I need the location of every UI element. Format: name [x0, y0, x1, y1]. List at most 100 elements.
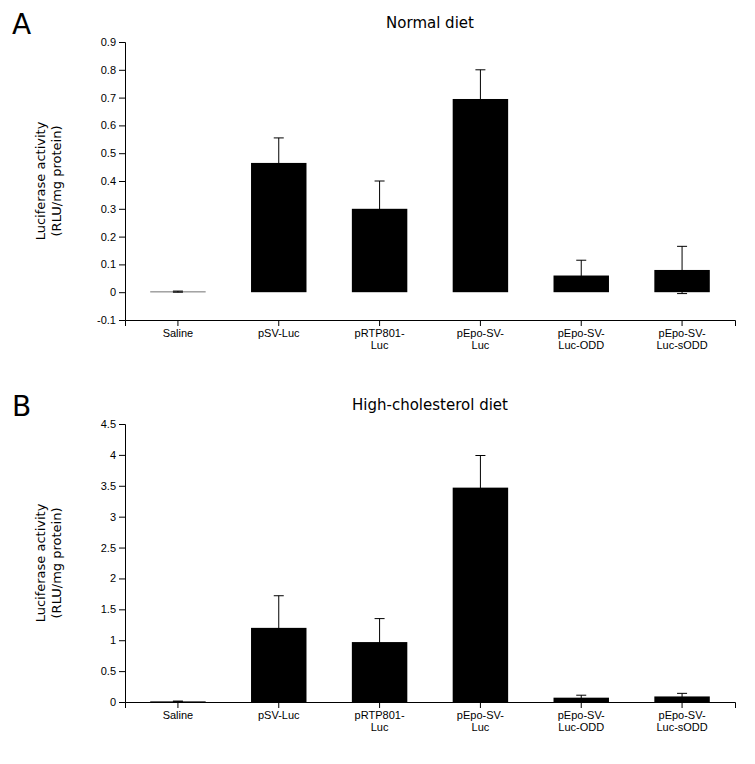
error-bar	[576, 260, 586, 291]
y-tick: 0.9	[101, 36, 125, 48]
error-bar-stem	[379, 181, 380, 237]
x-tick-label: pEpo-SV-Luc	[457, 709, 504, 734]
panel: 00.511.522.533.544.5SalinepSV-LucpRTP801…	[12, 390, 736, 733]
x-tick-label-line: Luc-sODD	[656, 721, 707, 733]
y-tick-mark	[119, 702, 125, 703]
error-bar-cap	[274, 595, 284, 596]
x-tick-mark	[581, 320, 582, 326]
x-axis: SalinepSV-LucpRTP801-LucpEpo-SV-LucpEpo-…	[126, 320, 736, 351]
error-bar-cap	[576, 700, 586, 701]
y-tick: 4	[110, 449, 125, 461]
y-tick-mark	[119, 98, 125, 99]
x-tick: pSV-Luc	[258, 320, 300, 339]
y-tick-label: 0.9	[101, 36, 116, 48]
error-bar	[576, 695, 586, 700]
y-tick-mark	[119, 455, 125, 456]
y-tick: 3	[110, 511, 125, 523]
y-tick-label: 0	[110, 286, 116, 298]
x-tick-mark	[278, 702, 279, 708]
y-tick: 0.6	[101, 119, 125, 131]
y-tick-label: 2	[110, 572, 116, 584]
x-tick-label-line: Luc-sODD	[656, 339, 707, 351]
figure: -0.100.10.20.30.40.50.60.70.80.9SalinepS…	[0, 0, 755, 764]
x-tick-label: pRTP801-Luc	[355, 709, 405, 734]
y-tick-mark	[119, 517, 125, 518]
y-axis-title-line: Luciferase activity	[33, 121, 48, 240]
y-tick: 0.4	[101, 175, 125, 187]
x-tick-label: pEpo-SV-Luc	[457, 327, 504, 352]
y-tick-mark	[119, 609, 125, 610]
y-axis: -0.100.10.20.30.40.50.60.70.80.9	[97, 36, 125, 326]
y-tick-label: 0.1	[101, 258, 116, 270]
y-tick-mark	[119, 153, 125, 154]
panel-label: B	[12, 390, 31, 423]
x-tick-mark	[682, 320, 683, 326]
y-axis-line	[119, 425, 126, 703]
x-tick-label-line: pRTP801-	[355, 327, 405, 339]
plot-area	[150, 456, 710, 702]
y-tick-label: 4	[110, 449, 116, 461]
y-tick-label: 2.5	[101, 542, 116, 554]
chart-title: High-cholesterol diet	[352, 396, 508, 414]
error-bar-cap	[475, 519, 485, 520]
error-bar-cap	[677, 293, 687, 294]
x-tick-mark	[278, 320, 279, 326]
y-tick-label: -0.1	[97, 314, 116, 326]
y-tick-label: 3	[110, 511, 116, 523]
y-tick-label: 0.4	[101, 175, 116, 187]
y-tick: 0	[110, 696, 125, 708]
error-bar	[274, 596, 284, 660]
x-tick-label-line: pSV-Luc	[258, 327, 300, 339]
x-tick-label-line: Saline	[163, 709, 194, 721]
error-bar-cap	[475, 128, 485, 129]
y-tick: 0.1	[101, 258, 125, 270]
y-axis-title-line: Luciferase activity	[33, 503, 48, 622]
x-tick-label-line: pEpo-SV-	[558, 709, 605, 721]
x-tick-mark	[177, 320, 178, 326]
y-tick: -0.1	[97, 314, 125, 326]
x-axis-line	[126, 321, 736, 327]
y-tick: 0.7	[101, 92, 125, 104]
x-tick-mark	[480, 702, 481, 708]
y-axis-title: Luciferase activity(RLU/mg protein)	[33, 503, 64, 622]
y-tick-mark	[119, 42, 125, 43]
error-bar-stem	[581, 260, 582, 291]
y-tick-mark	[119, 292, 125, 293]
x-tick: pRTP801-Luc	[355, 320, 405, 351]
error-bar-cap	[274, 659, 284, 660]
x-tick-mark	[682, 702, 683, 708]
x-tick: pEpo-SV-Luc-ODD	[558, 320, 605, 351]
x-tick: pEpo-SV-Luc	[457, 702, 504, 733]
x-tick-label-line: Luc	[472, 721, 490, 733]
x-tick-label: pSV-Luc	[258, 709, 300, 721]
error-bar-cap	[375, 665, 385, 666]
error-bar-cap	[173, 292, 183, 293]
x-tick-label: pEpo-SV-Luc-ODD	[558, 709, 605, 734]
x-tick: Saline	[163, 702, 194, 721]
x-tick-label: pRTP801-Luc	[355, 327, 405, 352]
error-bar-stem	[379, 619, 380, 666]
bar	[150, 291, 205, 293]
x-tick-mark	[379, 702, 380, 708]
x-tick-label: pEpo-SV-Luc-sODD	[656, 327, 707, 352]
panel-label: A	[12, 8, 31, 41]
x-tick: pEpo-SV-Luc-sODD	[656, 702, 707, 733]
y-axis-title: Luciferase activity(RLU/mg protein)	[33, 121, 64, 240]
x-axis-line	[126, 703, 736, 709]
x-tick-label: pSV-Luc	[258, 327, 300, 339]
x-tick: pSV-Luc	[258, 702, 300, 721]
x-tick-label-line: pEpo-SV-	[659, 709, 706, 721]
y-tick: 0.3	[101, 203, 125, 215]
y-tick-label: 0.5	[101, 665, 116, 677]
error-bar-stem	[682, 693, 683, 699]
x-tick: pEpo-SV-Luc-sODD	[656, 320, 707, 351]
y-tick: 0.2	[101, 231, 125, 243]
bar	[150, 701, 205, 702]
y-tick-label: 1.5	[101, 603, 116, 615]
x-tick-mark	[177, 702, 178, 708]
error-bar-cap	[173, 701, 183, 702]
error-bar-cap	[173, 291, 183, 292]
x-tick-label-line: Luc-ODD	[558, 721, 604, 733]
error-bar-cap	[576, 260, 586, 261]
error-bar-stem	[278, 596, 279, 660]
